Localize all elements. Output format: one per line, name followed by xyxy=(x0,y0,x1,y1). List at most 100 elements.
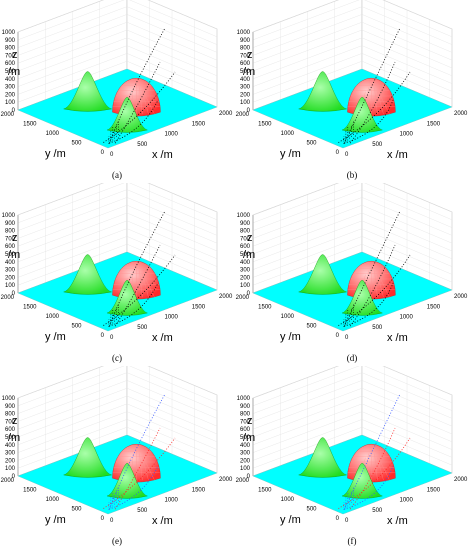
trajectory-1 xyxy=(343,393,401,510)
z-tick-label: 800 xyxy=(5,229,16,235)
trajectory-3 xyxy=(103,254,176,326)
x-tick-label: 1500 xyxy=(192,487,206,493)
y-ticks: 0 500 1000 1500 2000 xyxy=(1,478,105,522)
z-tick-label: 700 xyxy=(240,419,251,425)
y-axis-label: y /m xyxy=(280,148,301,160)
trajectory-2 xyxy=(114,61,161,144)
axes-box xyxy=(17,183,218,294)
x-tick-label: 500 xyxy=(137,142,148,148)
y-ticks: 0 500 1000 1500 2000 xyxy=(236,478,340,522)
z-tick-label: 100 xyxy=(5,466,16,472)
y-tick-label: 500 xyxy=(71,141,82,147)
trajectory-3 xyxy=(103,71,176,143)
z-tick-label: 700 xyxy=(5,419,16,425)
z-tick-label: 500 xyxy=(5,252,16,258)
x-tick-label: 1500 xyxy=(192,121,206,127)
axes-box xyxy=(252,183,453,294)
z-tick-label: 700 xyxy=(240,236,251,242)
trajectory-1 xyxy=(108,210,166,327)
y-tick-label: 1000 xyxy=(281,497,295,503)
z-tick-label: 500 xyxy=(240,252,251,258)
panel-caption: (a) xyxy=(112,170,122,180)
z-tick-label: 600 xyxy=(5,244,16,250)
x-tick-label: 1000 xyxy=(165,498,179,504)
plot-svg: 0100200300400500600700800900100005001000… xyxy=(236,183,468,363)
y-tick-label: 2000 xyxy=(1,478,15,484)
x-tick-label: 500 xyxy=(137,508,148,514)
mountain-left xyxy=(298,71,347,112)
z-tick-label: 300 xyxy=(5,85,16,91)
z-axis-label: z/m xyxy=(8,232,20,261)
z-tick-label: 600 xyxy=(5,61,16,67)
x-tick-label: 1000 xyxy=(165,315,179,321)
trajectory-4 xyxy=(109,465,159,510)
z-tick-label: 100 xyxy=(5,100,16,106)
trajectory-2 xyxy=(114,427,161,510)
x-axis-label: x /m xyxy=(387,149,408,161)
y-tick-label: 0 xyxy=(336,333,340,339)
z-axis-label: z/m xyxy=(8,49,20,78)
x-tick-label: 1500 xyxy=(427,487,441,493)
z-tick-label: 500 xyxy=(240,435,251,441)
y-tick-label: 0 xyxy=(336,150,340,156)
z-tick-label: 600 xyxy=(240,427,251,433)
x-axis-label: x /m xyxy=(387,515,408,527)
z-tick-label: 1000 xyxy=(2,213,16,219)
trajectory-3 xyxy=(338,254,411,326)
x-ticks: 0 500 1000 1500 2000 xyxy=(110,111,233,158)
z-tick-label: 1000 xyxy=(237,396,251,402)
y-tick-label: 1000 xyxy=(46,131,60,137)
z-tick-label: 0 xyxy=(247,474,251,480)
y-tick-label: 1000 xyxy=(46,314,60,320)
x-tick-label: 1500 xyxy=(192,304,206,310)
z-tick-label: 1000 xyxy=(2,30,16,36)
x-tick-label: 0 xyxy=(110,152,114,158)
trajectory-4 xyxy=(109,99,159,144)
y-axis-label: y /m xyxy=(45,514,66,526)
y-ticks: 0 500 1000 1500 2000 xyxy=(1,112,105,156)
z-tick-label: 100 xyxy=(5,283,16,289)
y-tick-label: 2000 xyxy=(1,112,15,118)
y-ticks: 0 500 1000 1500 2000 xyxy=(236,112,340,156)
z-tick-label: 400 xyxy=(240,260,251,266)
y-tick-label: 1000 xyxy=(281,131,295,137)
z-tick-label: 200 xyxy=(240,275,251,281)
plot-svg: 0100200300400500600700800900100005001000… xyxy=(236,366,468,546)
y-tick-label: 1500 xyxy=(23,305,37,311)
y-tick-label: 1500 xyxy=(258,488,272,494)
x-tick-label: 2000 xyxy=(219,111,233,117)
mountain-front xyxy=(341,463,383,499)
axes-box xyxy=(252,0,453,111)
z-axis-label: z/m xyxy=(243,232,255,261)
z-tick-label: 400 xyxy=(5,443,16,449)
x-ticks: 0 500 1000 1500 2000 xyxy=(110,294,233,341)
mountain-front xyxy=(341,97,383,133)
y-tick-label: 2000 xyxy=(236,112,250,118)
y-tick-label: 500 xyxy=(306,141,317,147)
z-tick-label: 400 xyxy=(5,77,16,83)
x-tick-label: 500 xyxy=(372,325,383,331)
panel-caption: (e) xyxy=(112,536,122,546)
trajectories xyxy=(338,210,411,328)
z-tick-label: 300 xyxy=(240,451,251,457)
z-axis-label: z/m xyxy=(8,415,20,444)
x-axis-label: x /m xyxy=(152,332,173,344)
y-tick-label: 2000 xyxy=(236,478,250,484)
y-ticks: 0 500 1000 1500 2000 xyxy=(1,295,105,339)
z-tick-label: 500 xyxy=(240,69,251,75)
z-tick-label: 400 xyxy=(240,77,251,83)
y-tick-label: 0 xyxy=(336,516,340,522)
trajectory-2 xyxy=(349,244,396,327)
z-tick-label: 0 xyxy=(247,108,251,114)
z-tick-label: 800 xyxy=(5,46,16,52)
plot-svg: 0100200300400500600700800900100005001000… xyxy=(1,0,233,180)
z-tick-label: 700 xyxy=(240,53,251,59)
y-tick-label: 0 xyxy=(101,333,105,339)
dome-mesh xyxy=(112,266,161,298)
trajectory-1 xyxy=(108,27,166,144)
z-tick-label: 100 xyxy=(240,466,251,472)
x-axis-label: x /m xyxy=(152,515,173,527)
chart-panel-5: 0 100 200 300 400 500 600 700 800 900 1000 0 500 1000… xyxy=(0,366,235,549)
